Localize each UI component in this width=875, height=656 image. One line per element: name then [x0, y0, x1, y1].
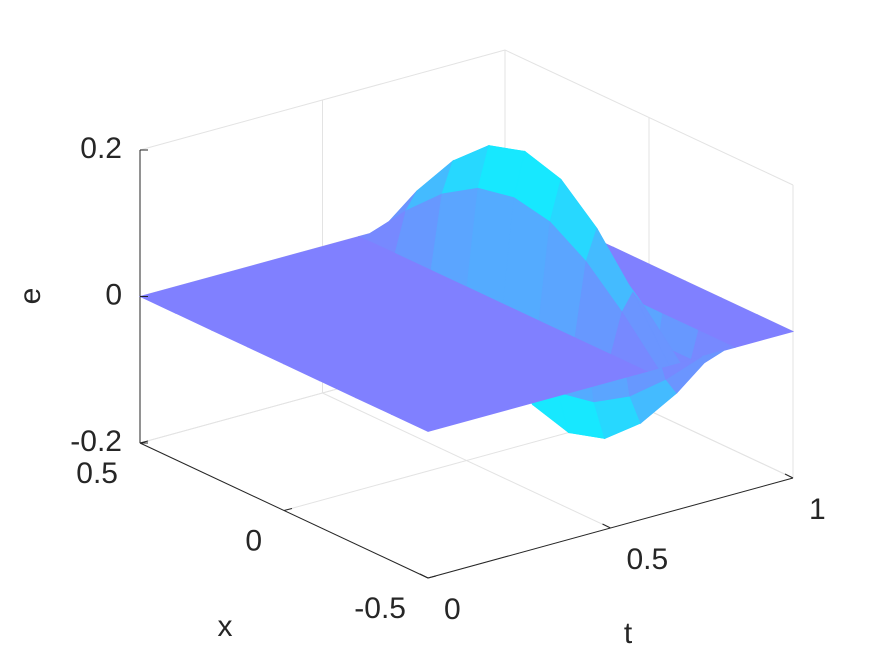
- t-tick-label: 0.5: [627, 543, 669, 576]
- z-axis-label: e: [14, 288, 47, 305]
- t-tick-label: 1: [809, 493, 826, 526]
- x-tick-label: 0.5: [76, 457, 118, 490]
- t-tick: [602, 523, 611, 529]
- z-tick-label: 0: [105, 278, 122, 311]
- x-axis-label: x: [218, 610, 233, 643]
- z-tick-label: -0.2: [70, 425, 122, 458]
- x-tick: [139, 440, 149, 444]
- t-axis-label: t: [624, 617, 633, 650]
- t-tick: [784, 473, 794, 479]
- surface-patch: [390, 354, 649, 432]
- x-tick-label: 0: [245, 524, 262, 557]
- z-tick-label: 0.2: [80, 132, 122, 165]
- t-tick-label: 0: [444, 593, 461, 626]
- x-tick: [427, 575, 437, 579]
- t-tick: [419, 573, 429, 579]
- x-tick: [283, 508, 293, 511]
- x-tick-label: -0.5: [354, 592, 406, 625]
